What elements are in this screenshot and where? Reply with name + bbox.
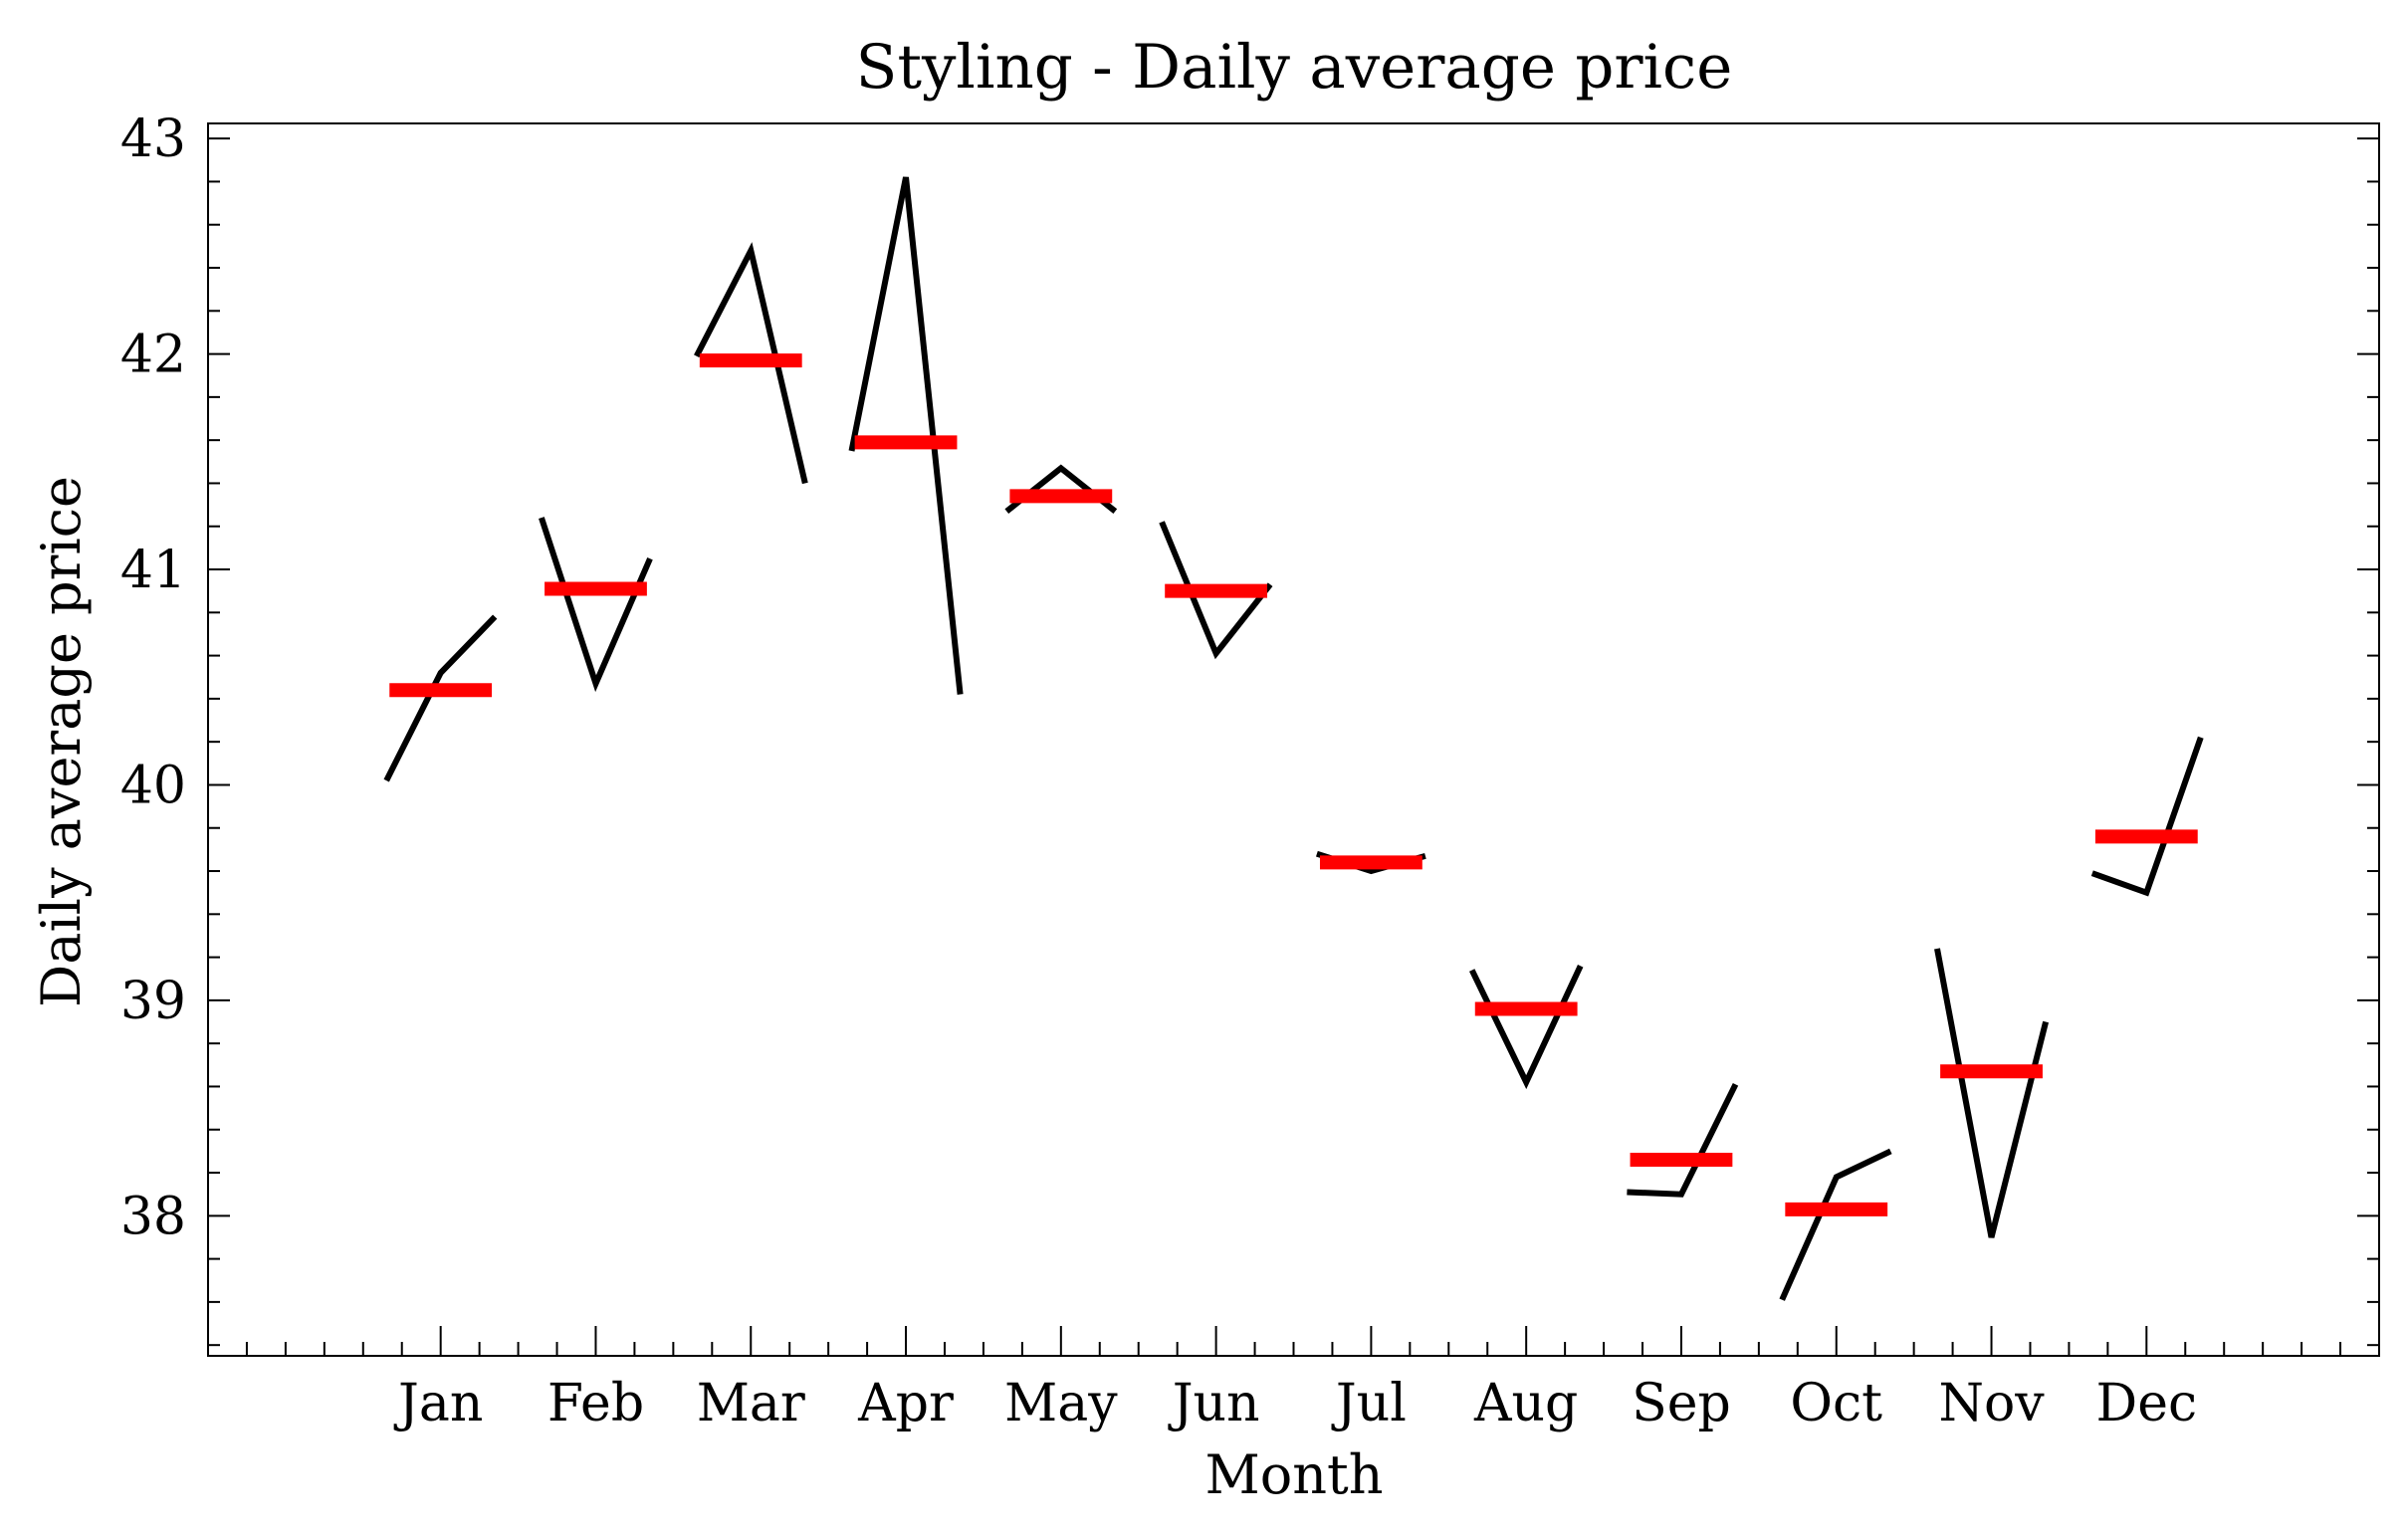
daily-line-oct — [1779, 1148, 1892, 1301]
daily-line-nov — [1934, 948, 2050, 1238]
y-tick-label: 39 — [120, 972, 186, 1031]
daily-line-feb — [539, 517, 653, 693]
x-tick-label-sep: Sep — [1632, 1374, 1731, 1433]
plot-frame — [207, 122, 2380, 1357]
daily-line-sep — [1627, 1082, 1739, 1198]
x-tick-label-jun: Jun — [1168, 1374, 1260, 1433]
y-tick-label: 41 — [120, 541, 186, 600]
x-tick-label-jan: Jan — [393, 1374, 483, 1433]
x-tick-label-aug: Aug — [1473, 1374, 1578, 1433]
daily-line-apr — [848, 176, 964, 695]
x-tick-label-nov: Nov — [1938, 1374, 2045, 1433]
x-axis: Jan Feb Mar Apr May Jun Jul Aug Sep Oct Nov Dec — [245, 1326, 2342, 1433]
y-tick-label: 43 — [120, 110, 186, 169]
daily-line-jun — [1159, 521, 1273, 660]
plot-area — [207, 122, 2380, 1357]
y-axis-label: Daily average price — [30, 476, 93, 1007]
chart-title: Styling - Daily average price — [856, 32, 1733, 103]
daily-line-aug — [1469, 965, 1584, 1090]
x-tick-label-apr: Apr — [857, 1374, 954, 1433]
daily-line-jan — [383, 614, 498, 782]
y-tick-label: 42 — [120, 326, 186, 385]
x-tick-label-mar: Mar — [697, 1374, 805, 1433]
daily-line-mar — [694, 242, 808, 485]
x-tick-label-jul: Jul — [1331, 1374, 1407, 1433]
series-layer — [383, 176, 2204, 1301]
x-tick-label-feb: Feb — [547, 1374, 644, 1433]
daily-line-dec — [2090, 736, 2204, 897]
y-tick-label: 38 — [120, 1187, 186, 1246]
x-tick-label-oct: Oct — [1790, 1374, 1882, 1433]
x-tick-label-may: May — [1004, 1374, 1118, 1433]
x-tick-label-dec: Dec — [2096, 1374, 2198, 1433]
y-tick-label: 40 — [120, 756, 186, 815]
x-axis-label: Month — [1204, 1443, 1383, 1506]
y-axis: 38 39 40 41 42 43 — [120, 110, 2379, 1347]
